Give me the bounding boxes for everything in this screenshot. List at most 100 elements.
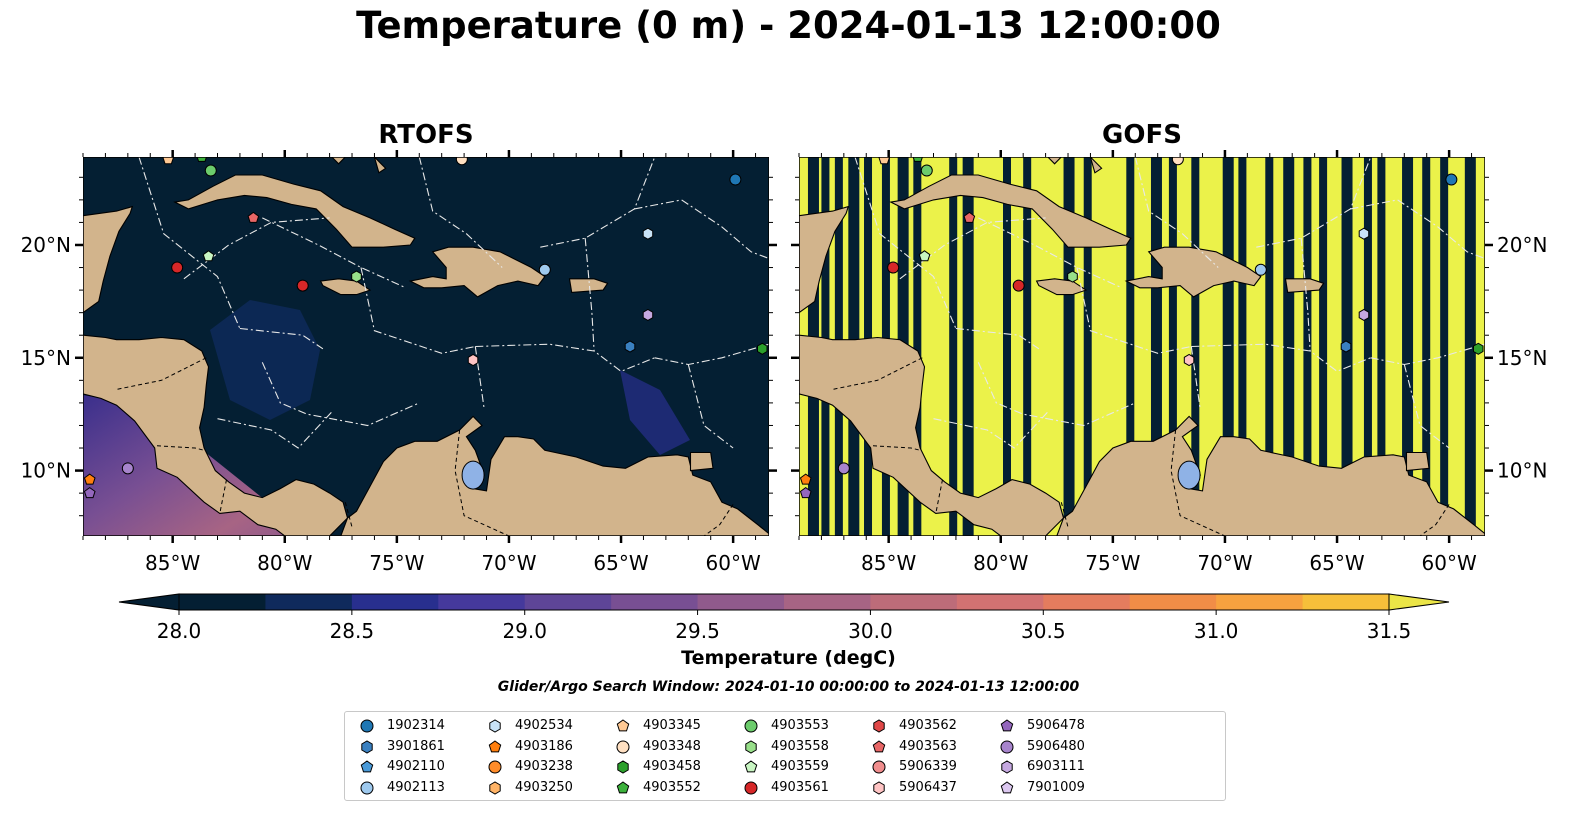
- gofs-cold-stripe: [1377, 157, 1386, 536]
- lon-tick-label: 65°W: [593, 551, 648, 575]
- legend-entry-label: 4903348: [643, 738, 701, 754]
- legend-entry-label: 4903553: [771, 718, 829, 733]
- hexagon-marker-icon: [489, 719, 501, 733]
- gofs-cold-stripe: [1303, 157, 1312, 536]
- country-border: [1419, 504, 1450, 536]
- hexagon-marker-icon: [873, 780, 885, 795]
- legend-entry-label: 4903558: [771, 738, 829, 754]
- eez-boundary: [474, 346, 485, 410]
- rtofs-caribbean-warm-patch: [210, 300, 320, 420]
- float-marker: [455, 157, 468, 166]
- land-polygon: [799, 334, 1065, 536]
- gofs-cold-stripe: [1126, 157, 1135, 536]
- eez-boundary: [1134, 157, 1219, 268]
- land-polygon: [373, 157, 387, 174]
- float-marker: [204, 164, 217, 177]
- float-marker: [963, 211, 976, 223]
- country-border: [219, 479, 227, 514]
- float-marker: [1254, 263, 1267, 276]
- float-marker: [538, 263, 551, 276]
- float-marker: [296, 279, 309, 292]
- eez-boundary: [687, 364, 734, 449]
- land-polygon: [1047, 157, 1063, 165]
- eez-boundary: [540, 157, 656, 248]
- legend-entry-label: 4903345: [643, 718, 701, 733]
- legend-entry-label: 1902314: [387, 718, 445, 733]
- legend-entry-label: 4902534: [515, 718, 573, 733]
- colorbar-label: Temperature (degC): [681, 647, 896, 669]
- lat-tick-label: 15°N: [21, 346, 71, 370]
- colorbar-tick-label: 31.5: [1367, 619, 1412, 643]
- colorbar-tick-label: 28.5: [330, 619, 375, 643]
- land-polygon: [83, 205, 134, 314]
- gofs-cold-stripe: [1283, 157, 1295, 536]
- legend-entry-label: 5906437: [899, 779, 957, 795]
- lat-tick-label: 10°N: [1497, 459, 1547, 483]
- colorbar: 28.0 28.5 29.0 29.5 30.0 30.5 31.0 31.5: [118, 593, 1450, 643]
- lon-tick-label: 70°W: [1197, 551, 1252, 575]
- gofs-cold-stripe: [1238, 157, 1247, 536]
- float-marker: [1012, 279, 1025, 292]
- legend: 1902314 3901861 4902110 4902113 4902534 49031…: [344, 711, 1226, 801]
- float-marker: [83, 473, 96, 485]
- circle-marker-icon: [744, 781, 758, 794]
- float-marker: [1445, 173, 1458, 186]
- eez-boundary: [1190, 346, 1201, 410]
- colorbar-segment: [351, 594, 439, 610]
- colorbar-segment: [611, 594, 699, 610]
- colorbar-segment: [438, 594, 526, 610]
- pentagon-marker-icon: [1000, 780, 1014, 793]
- lon-tick-label: 75°W: [369, 551, 424, 575]
- legend-entry-label: 4903552: [643, 779, 701, 795]
- float-marker: [83, 486, 96, 499]
- float-marker: [642, 227, 654, 240]
- float-marker: [247, 211, 260, 223]
- colorbar-tick-label: 29.5: [675, 619, 720, 643]
- float-marker: [837, 462, 850, 475]
- eez-boundary: [899, 217, 1046, 280]
- lon-tick-label: 60°W: [1422, 551, 1477, 575]
- gofs-cold-stripe: [1402, 157, 1414, 536]
- lat-tick-label: 20°N: [21, 233, 71, 257]
- gofs-cold-stripe: [1363, 157, 1372, 536]
- float-marker: [624, 340, 636, 353]
- eez-boundary: [183, 217, 330, 280]
- colorbar-extend-low: [118, 593, 180, 611]
- eez-boundary: [1256, 157, 1372, 248]
- country-border: [454, 429, 510, 536]
- hexagon-marker-icon: [1001, 760, 1013, 774]
- float-marker: [887, 261, 900, 274]
- legend-entry-label: 5906478: [1027, 718, 1085, 733]
- gofs-cold-stripe: [1003, 157, 1012, 536]
- lat-tick-label: 10°N: [21, 459, 71, 483]
- circle-marker-icon: [872, 760, 886, 774]
- colorbar-segment: [1043, 594, 1131, 610]
- land-polygon: [568, 278, 609, 293]
- float-marker: [642, 308, 654, 321]
- eez-boundary: [854, 157, 957, 329]
- float-marker: [1183, 353, 1195, 367]
- legend-entry-label: 4903562: [899, 718, 957, 733]
- country-border: [156, 445, 205, 451]
- colorbar-segment: [956, 594, 1044, 610]
- float-marker: [162, 157, 174, 165]
- legend-entry-label: 4902110: [387, 759, 445, 774]
- pentagon-marker-icon: [872, 739, 886, 752]
- float-marker: [1473, 342, 1484, 355]
- colorbar-tick-label: 29.0: [502, 619, 547, 643]
- pentagon-marker-icon: [744, 760, 758, 773]
- hexagon-marker-icon: [617, 760, 629, 774]
- eez-boundary: [1076, 267, 1192, 354]
- eez-boundary: [634, 199, 769, 260]
- lon-tick-label: 80°W: [257, 551, 312, 575]
- country-border: [1060, 502, 1069, 528]
- land-polygon: [889, 174, 1132, 248]
- lon-tick-label: 85°W: [145, 551, 200, 575]
- colorbar-tick-label: 30.5: [1021, 619, 1066, 643]
- gofs-map: [799, 157, 1485, 536]
- pentagon-marker-icon: [488, 739, 502, 752]
- float-marker: [202, 250, 215, 262]
- hexagon-marker-icon: [361, 739, 373, 754]
- float-marker: [1340, 340, 1352, 353]
